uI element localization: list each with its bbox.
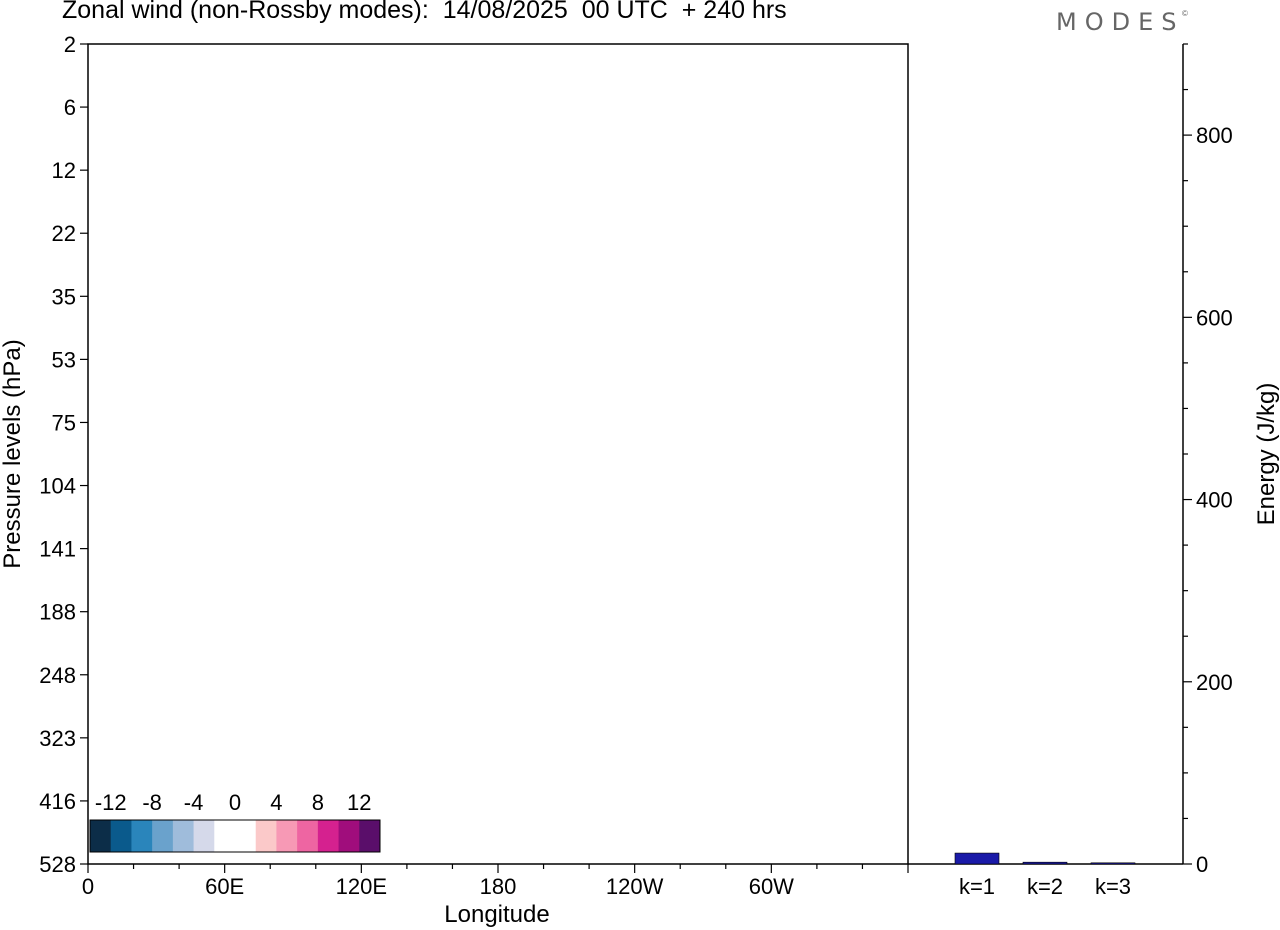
energy-category-label: k=3 [1095, 874, 1131, 899]
y-tick-label: 75 [52, 410, 76, 435]
colorbar-swatch [297, 820, 319, 852]
y-tick-label: 6 [64, 95, 76, 120]
colorbar-label: -8 [142, 790, 162, 815]
chart-title: Zonal wind (non-Rossby modes): 14/08/202… [62, 0, 787, 24]
energy-tick-label: 400 [1196, 488, 1233, 513]
energy-tick-label: 800 [1196, 123, 1233, 148]
energy-axis-title: Energy (J/kg) [1253, 383, 1280, 526]
y-tick-label: 528 [39, 852, 76, 877]
y-tick-label: 188 [39, 600, 76, 625]
longitude-axis: 0 60E 120E 180 120W 60W Longitude [82, 864, 909, 928]
energy-category-label: k=1 [959, 874, 995, 899]
heatmap-frame [87, 43, 909, 865]
energy-category-label: k=2 [1027, 874, 1063, 899]
y-tick-label: 12 [52, 158, 76, 183]
y-tick-label: 22 [52, 221, 76, 246]
x-axis-title: Longitude [444, 901, 549, 928]
x-tick-label: 120E [336, 874, 387, 899]
y-tick-label: 2 [64, 32, 76, 57]
colorbar-swatch [110, 820, 132, 852]
colorbar-swatch [172, 820, 195, 852]
y-tick-label: 323 [39, 726, 76, 751]
x-tick-label: 0 [82, 874, 94, 899]
y-tick-label: 35 [52, 284, 76, 309]
colorbar-swatch [193, 820, 215, 852]
colorbar-label: -4 [184, 790, 204, 815]
pressure-axis: 2 6 12 22 35 53 75 104 141 188 248 323 416 528 Pressur… [0, 32, 88, 877]
x-tick-label: 60E [205, 874, 244, 899]
y-tick-label: 248 [39, 663, 76, 688]
energy-tick-label: 600 [1196, 305, 1233, 330]
colorbar: -12 -8 -4 0 4 8 12 [89, 790, 381, 853]
plot-frames [87, 43, 1184, 865]
energy-bar-k1 [954, 852, 1000, 865]
colorbar-label: 12 [347, 790, 371, 815]
colorbar-swatch [359, 820, 381, 852]
colorbar-swatch [317, 820, 340, 852]
colorbar-swatch [131, 820, 153, 852]
x-tick-label: 60W [749, 874, 794, 899]
x-tick-label: 120W [606, 874, 664, 899]
energy-bar-k3 [1090, 862, 1136, 865]
energy-bar-chart: k=1 k=2 k=3 [954, 852, 1136, 899]
energy-tick-label: 200 [1196, 670, 1233, 695]
colorbar-frame [89, 819, 381, 853]
colorbar-label: 4 [270, 790, 282, 815]
energy-bar-k2 [1022, 861, 1068, 865]
colorbar-swatch [152, 820, 174, 852]
x-tick-label: 180 [480, 874, 517, 899]
colorbar-swatch [276, 820, 298, 852]
y-tick-label: 104 [39, 474, 76, 499]
colorbar-swatch [255, 820, 277, 852]
y-tick-label: 53 [52, 347, 76, 372]
brand-logo: MODES [1056, 8, 1185, 36]
colorbar-label: 0 [229, 790, 241, 815]
brand-copyright-mark: © [1182, 9, 1188, 18]
colorbar-swatch [90, 820, 112, 852]
colorbar-swatch [338, 820, 360, 852]
colorbar-label: 8 [312, 790, 324, 815]
colorbar-label: -12 [95, 790, 127, 815]
y-axis-title: Pressure levels (hPa) [0, 339, 26, 568]
colorbar-swatch [235, 820, 257, 852]
energy-tick-label: 0 [1196, 852, 1208, 877]
energy-axis: 0 200 400 600 800 Energy (J/kg) [1183, 43, 1280, 877]
colorbar-swatch [214, 820, 236, 852]
y-tick-label: 141 [39, 537, 76, 562]
y-tick-label: 416 [39, 789, 76, 814]
